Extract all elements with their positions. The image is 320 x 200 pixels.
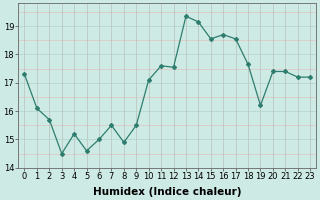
X-axis label: Humidex (Indice chaleur): Humidex (Indice chaleur) [93,187,242,197]
